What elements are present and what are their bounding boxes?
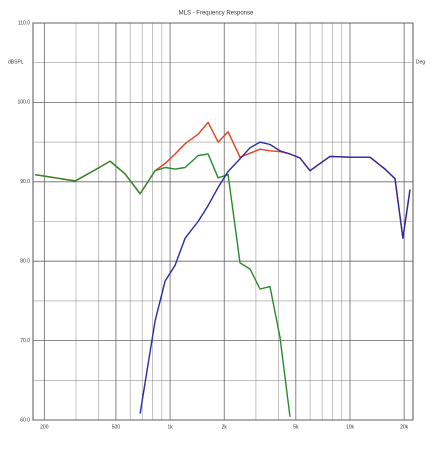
x-tick-label: 10k — [346, 424, 355, 430]
x-tick-label: 20k — [400, 424, 409, 430]
y-tick-label: 80.0 — [20, 259, 30, 265]
y-tick-label: 60.0 — [20, 417, 30, 423]
x-tick-label: 500 — [112, 424, 121, 430]
y2-axis-label: Deg — [416, 59, 425, 65]
x-tick-label: 1k — [167, 424, 173, 430]
chart-title: MLS - Frequency Response — [179, 11, 254, 17]
y-tick-label: 100.0 — [17, 100, 30, 106]
x-tick-label: 5k — [293, 424, 299, 430]
x-tick-label: 2k — [222, 424, 228, 430]
y-tick-label: 110.0 — [18, 20, 30, 26]
y-axis-label: dBSPL — [8, 59, 24, 65]
y-tick-label: 90.0 — [20, 179, 30, 185]
x-tick-label: 200 — [40, 424, 49, 430]
y-tick-label: 70.0 — [20, 338, 30, 344]
series-line — [139, 141, 411, 414]
series-line — [35, 153, 291, 417]
